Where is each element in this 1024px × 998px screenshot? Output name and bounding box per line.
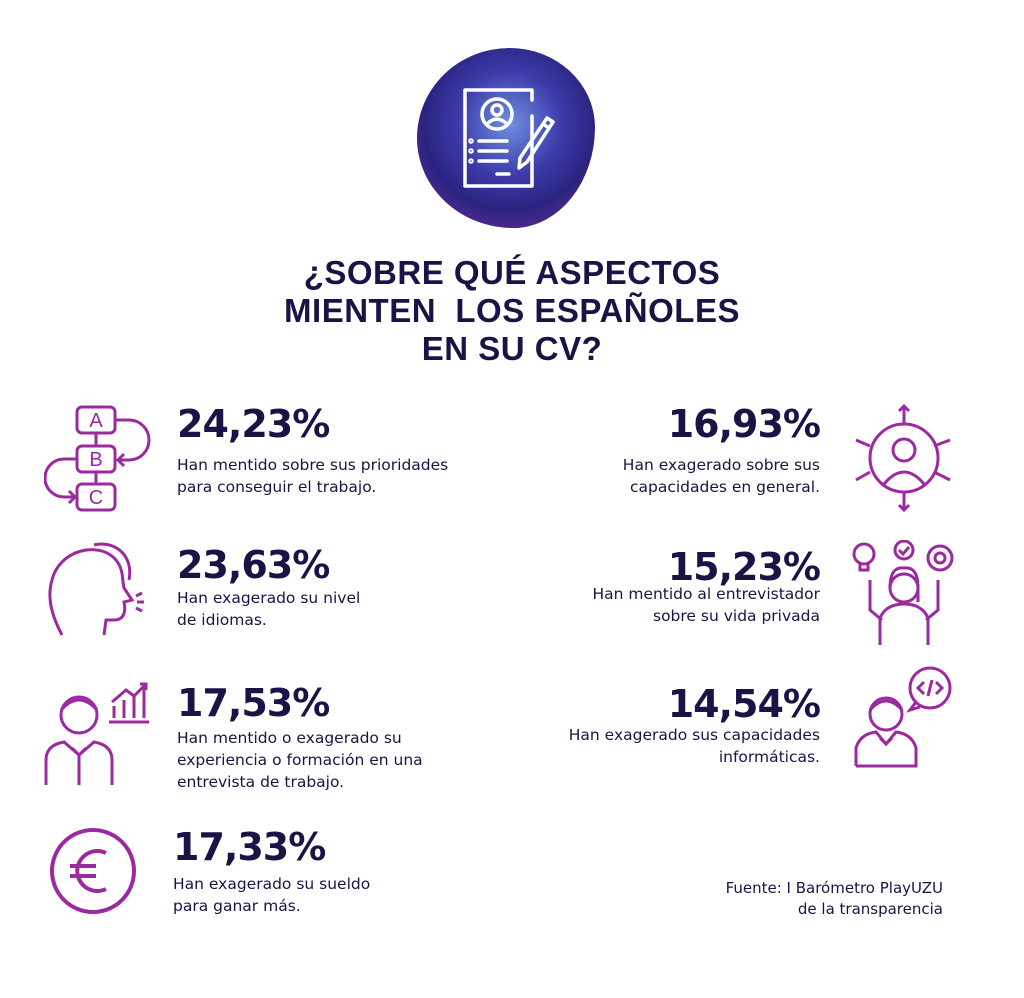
page-title: ¿SOBRE QUÉ ASPECTOS MIENTEN LOS ESPAÑOLE… bbox=[284, 254, 740, 367]
stat-percentage: 16,93% bbox=[667, 402, 821, 446]
stat-percentage: 17,33% bbox=[173, 825, 326, 869]
svg-text:A: A bbox=[89, 410, 103, 432]
stat-description: Han exagerado sobre sus capacidades en ge… bbox=[622, 456, 820, 496]
svg-text:C: C bbox=[89, 487, 103, 509]
source-note: Fuente: I Barómetro PlayUZU de la transp… bbox=[725, 879, 943, 918]
presenter-chart-icon bbox=[44, 682, 149, 785]
stat-description: Han exagerado sus capacidades informática… bbox=[568, 726, 820, 766]
stat-percentage: 15,23% bbox=[667, 545, 821, 589]
stat-description: Han mentido sobre sus prioridades para co… bbox=[177, 456, 449, 496]
stat-percentage: 23,63% bbox=[177, 543, 330, 587]
stat-item: 17,53% Han mentido o exagerado su experie… bbox=[177, 681, 423, 793]
cv-document-icon bbox=[463, 88, 555, 188]
stat-description: Han mentido al entrevistador sobre su vid… bbox=[592, 585, 820, 625]
woman-ideas-icon bbox=[852, 540, 954, 645]
stat-item: 14,54% Han exagerado sus capacidades info… bbox=[568, 682, 821, 768]
stat-percentage: 17,53% bbox=[177, 681, 330, 725]
stat-item: 24,23% Han mentido sobre sus prioridades… bbox=[177, 402, 448, 498]
stat-item: 23,63% Han exagerado su nivel de idiomas. bbox=[177, 543, 360, 631]
svg-text:B: B bbox=[89, 449, 102, 471]
stat-percentage: 14,54% bbox=[667, 682, 821, 726]
stat-description: Han exagerado su sueldo para ganar más. bbox=[173, 875, 371, 915]
header-blob bbox=[417, 48, 595, 228]
stat-item: 17,33% Han exagerado su sueldo para ganar… bbox=[173, 825, 370, 917]
stat-description: Han mentido o exagerado su experiencia o … bbox=[177, 729, 423, 791]
speaking-head-icon bbox=[48, 542, 144, 636]
abc-priorities-icon: A B C bbox=[44, 405, 151, 512]
stat-description: Han exagerado su nivel de idiomas. bbox=[177, 589, 361, 629]
stat-item: 16,93% Han exagerado sobre sus capacidade… bbox=[622, 402, 821, 498]
person-arrows-icon bbox=[855, 403, 951, 513]
stat-item: 15,23% Han mentido al entrevistador sobre… bbox=[592, 545, 821, 627]
euro-icon bbox=[50, 828, 136, 914]
stat-percentage: 24,23% bbox=[177, 402, 330, 446]
person-code-icon bbox=[854, 666, 952, 768]
